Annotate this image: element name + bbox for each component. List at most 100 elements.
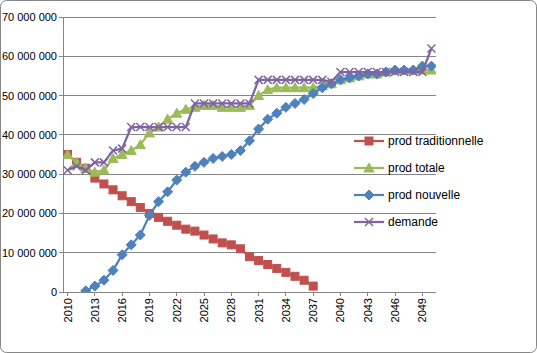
point [182,123,190,131]
legend-label: prod traditionnelle [388,134,484,148]
x-tick [340,292,341,296]
x-tick-label: 2022 [171,298,183,322]
point [155,123,163,131]
point [281,102,291,112]
point [300,276,308,284]
y-tick [59,56,63,57]
point [400,68,408,76]
point [218,99,226,107]
point [144,210,154,220]
x-tick [231,292,232,296]
series-line [86,66,432,291]
series [81,61,436,292]
x-tick-label: 2028 [225,298,237,322]
point [163,187,173,197]
point [254,124,264,134]
legend-marker [365,137,373,145]
point [291,76,299,84]
point [172,175,182,185]
x-tick-label: 2040 [334,298,346,322]
point [263,114,273,124]
point [217,151,227,161]
y-tick [59,95,63,96]
x-tick [422,292,423,296]
x-tick [313,292,314,296]
point [364,68,372,76]
y-tick-label: 30 000 000 [2,168,57,180]
point [173,123,181,131]
x-tick [395,292,396,296]
point [282,76,290,84]
point [345,73,355,83]
point [200,99,208,107]
point [127,123,135,131]
point [126,240,136,250]
point [199,157,209,167]
grid [63,17,436,292]
point [282,268,290,276]
x-tick-label: 2031 [253,298,265,322]
point [300,76,308,84]
point [109,186,117,194]
point [91,158,99,166]
y-tick [59,17,63,18]
x-tick-label: 2046 [389,298,401,322]
point [118,192,126,200]
point [100,158,108,166]
point [99,275,109,285]
point [246,253,254,261]
point [255,76,263,84]
series-line [68,155,314,287]
x-tick-label: 2010 [62,298,74,322]
point [108,265,118,275]
point [81,286,91,292]
x-tick [122,292,123,296]
point [64,166,72,174]
series [64,151,318,291]
point [63,150,73,159]
legend-marker [364,163,374,172]
point [218,239,226,247]
point [246,99,254,107]
point [182,225,190,233]
x-tick [94,292,95,296]
x-tick [149,292,150,296]
point [118,145,126,153]
x-tick-label: 2025 [198,298,210,322]
y-tick-label: 50 000 000 [2,90,57,102]
y-tick-label: 70 000 000 [2,11,57,23]
point [181,167,191,177]
point [82,166,90,174]
point [135,230,145,240]
series [63,65,436,176]
point [418,68,426,76]
point [308,89,318,99]
point [64,151,72,159]
point [155,213,163,221]
x-tick-label: 2049 [416,298,428,322]
legend-label: prod totale [388,161,445,175]
plot-area [63,44,436,292]
y-tick [59,213,63,214]
x-tick-label: 2016 [116,298,128,322]
point [208,100,218,109]
point [336,68,344,76]
series-line [68,48,432,170]
point [90,167,100,176]
x-tick [204,292,205,296]
x-tick-label: 2019 [143,298,155,322]
point [191,227,199,235]
x-tick [67,292,68,296]
y-tick [59,252,63,253]
series-line [68,70,432,172]
point [327,78,335,86]
point [100,180,108,188]
x-axis [63,292,436,293]
y-tick [59,292,63,293]
y-tick [59,174,63,175]
point [164,123,172,131]
point [236,99,244,107]
chart: 010 000 00020 000 00030 000 00040 000 00… [0,0,537,353]
point [373,68,381,76]
legend-marker [365,218,373,226]
